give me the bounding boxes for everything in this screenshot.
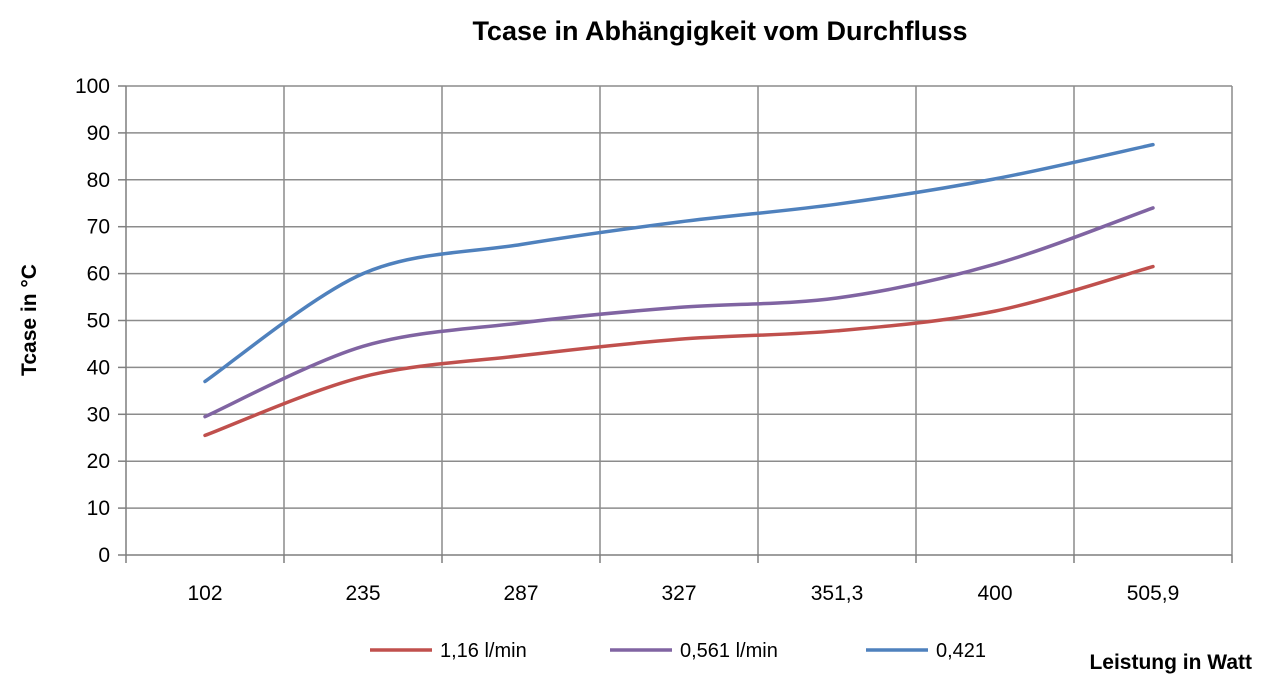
y-tick-label: 30	[87, 403, 110, 426]
legend: 1,16 l/min 0,561 l/min 0,421	[370, 640, 986, 662]
x-tick-label: 235	[345, 582, 380, 605]
y-tick-label: 0	[98, 544, 110, 567]
y-tick-label: 70	[87, 216, 110, 239]
y-tick-label: 100	[75, 75, 110, 98]
y-tick-label: 50	[87, 310, 110, 333]
axes	[118, 85, 1233, 563]
x-tick-labels: 102 235 287 327 351,3 400 505,9	[187, 582, 1179, 605]
y-tick-label: 20	[87, 450, 110, 473]
chart-title: Tcase in Abhängigkeit vom Durchfluss	[472, 16, 967, 46]
x-axis-label: Leistung in Watt	[1089, 651, 1252, 674]
legend-label: 0,421	[936, 640, 986, 662]
grid	[126, 85, 1233, 555]
y-axis-label: Tcase in °C	[18, 264, 41, 376]
series-line-3	[203, 142, 1155, 384]
series-line-2	[203, 206, 1155, 419]
x-tick-label: 327	[661, 582, 696, 605]
y-tick-label: 60	[87, 263, 110, 286]
y-tick-label: 90	[87, 122, 110, 145]
x-tick-label: 400	[977, 582, 1012, 605]
legend-label: 1,16 l/min	[440, 640, 527, 662]
series-line-1	[203, 264, 1155, 438]
x-tick-label: 351,3	[811, 582, 864, 605]
y-tick-label: 80	[87, 169, 110, 192]
y-tick-label: 40	[87, 356, 110, 379]
y-tick-labels: 0 10 20 30 40 50 60 70 80 90 100	[75, 75, 110, 567]
legend-label: 0,561 l/min	[680, 640, 778, 662]
series-lines	[203, 142, 1155, 438]
x-tick-label: 287	[503, 582, 538, 605]
x-tick-label: 505,9	[1127, 582, 1180, 605]
y-tick-label: 10	[87, 497, 110, 520]
x-tick-label: 102	[187, 582, 222, 605]
